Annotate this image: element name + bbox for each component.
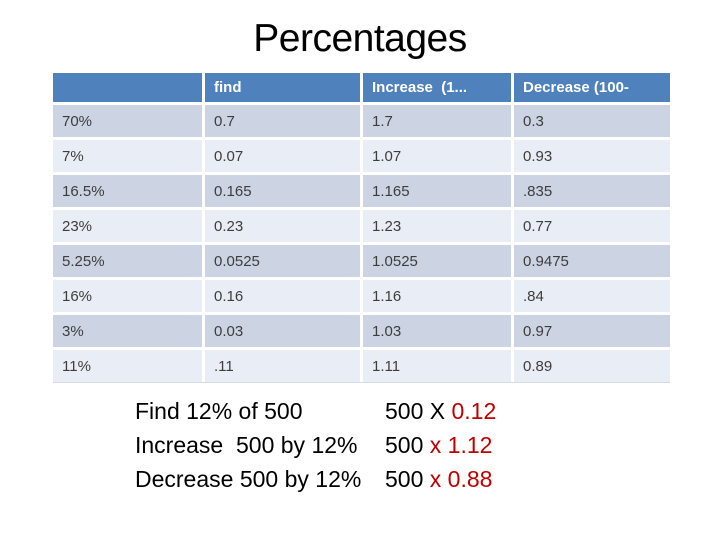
- table-row: 16.5% 0.165 1.165 .835: [53, 175, 670, 207]
- formula-line-find: Find 12% of 500 500 X 0.12: [135, 394, 496, 428]
- formula-expression: 500: [385, 432, 430, 458]
- percentages-table: find Increase (1... Decrease (100- 70% 0…: [53, 73, 670, 383]
- formula-problem: Increase 500 by 12%: [135, 432, 358, 458]
- table-row: 5.25% 0.0525 1.0525 0.9475: [53, 245, 670, 277]
- table-cell-decrease: 0.3: [514, 105, 670, 137]
- table-cell-percent: 5.25%: [53, 245, 202, 277]
- table-cell-decrease: .835: [514, 175, 670, 207]
- table-cell-percent: 3%: [53, 315, 202, 347]
- table-cell-find: 0.16: [205, 280, 360, 312]
- table-cell-decrease: .84: [514, 280, 670, 312]
- table-row: 3% 0.03 1.03 0.97: [53, 315, 670, 347]
- table-header-row: find Increase (1... Decrease (100-: [53, 73, 670, 102]
- table-row: 23% 0.23 1.23 0.77: [53, 210, 670, 242]
- formula-expression: 500 X: [385, 398, 452, 424]
- table-cell-increase: 1.16: [363, 280, 511, 312]
- formula-problem: Decrease 500 by 12%: [135, 466, 362, 492]
- table-cell-increase: 1.23: [363, 210, 511, 242]
- formula-multiplier: x 1.12: [429, 432, 493, 458]
- header-cell-increase: Increase (1...: [363, 73, 511, 102]
- table-cell-find: 0.165: [205, 175, 360, 207]
- table-cell-decrease: 0.77: [514, 210, 670, 242]
- formula-line-increase: Increase 500 by 12% 500 x 1.12: [135, 428, 496, 462]
- table-cell-percent: 16%: [53, 280, 202, 312]
- header-cell-blank: [53, 73, 202, 102]
- table-cell-percent: 11%: [53, 350, 202, 382]
- table-cell-percent: 16.5%: [53, 175, 202, 207]
- formula-line-decrease: Decrease 500 by 12% 500 x 0.88: [135, 462, 496, 496]
- table-cell-decrease: 0.93: [514, 140, 670, 172]
- header-cell-decrease: Decrease (100-: [514, 73, 670, 102]
- table-cell-increase: 1.03: [363, 315, 511, 347]
- table-cell-percent: 70%: [53, 105, 202, 137]
- table-cell-find: 0.0525: [205, 245, 360, 277]
- table-cell-find: .11: [205, 350, 360, 382]
- table-cell-increase: 1.165: [363, 175, 511, 207]
- table-cell-increase: 1.11: [363, 350, 511, 382]
- table-row: 70% 0.7 1.7 0.3: [53, 105, 670, 137]
- table-cell-find: 0.07: [205, 140, 360, 172]
- table-row: 11% .11 1.11 0.89: [53, 350, 670, 382]
- table-cell-find: 0.7: [205, 105, 360, 137]
- table-cell-percent: 23%: [53, 210, 202, 242]
- table-cell-decrease: 0.89: [514, 350, 670, 382]
- table-cell-percent: 7%: [53, 140, 202, 172]
- formulas-block: Find 12% of 500 500 X 0.12 Increase 500 b…: [135, 394, 496, 496]
- table-cell-find: 0.03: [205, 315, 360, 347]
- table-cell-find: 0.23: [205, 210, 360, 242]
- table-cell-increase: 1.7: [363, 105, 511, 137]
- table-cell-decrease: 0.97: [514, 315, 670, 347]
- table-cell-decrease: 0.9475: [514, 245, 670, 277]
- table-cell-increase: 1.0525: [363, 245, 511, 277]
- slide-title: Percentages: [253, 17, 467, 60]
- formula-multiplier: 0.12: [451, 398, 497, 424]
- formula-expression: 500: [385, 466, 430, 492]
- table-row: 7% 0.07 1.07 0.93: [53, 140, 670, 172]
- table-cell-increase: 1.07: [363, 140, 511, 172]
- table-row: 16% 0.16 1.16 .84: [53, 280, 670, 312]
- formula-multiplier: x 0.88: [429, 466, 493, 492]
- header-cell-find: find: [205, 73, 360, 102]
- formula-problem: Find 12% of 500: [135, 398, 303, 424]
